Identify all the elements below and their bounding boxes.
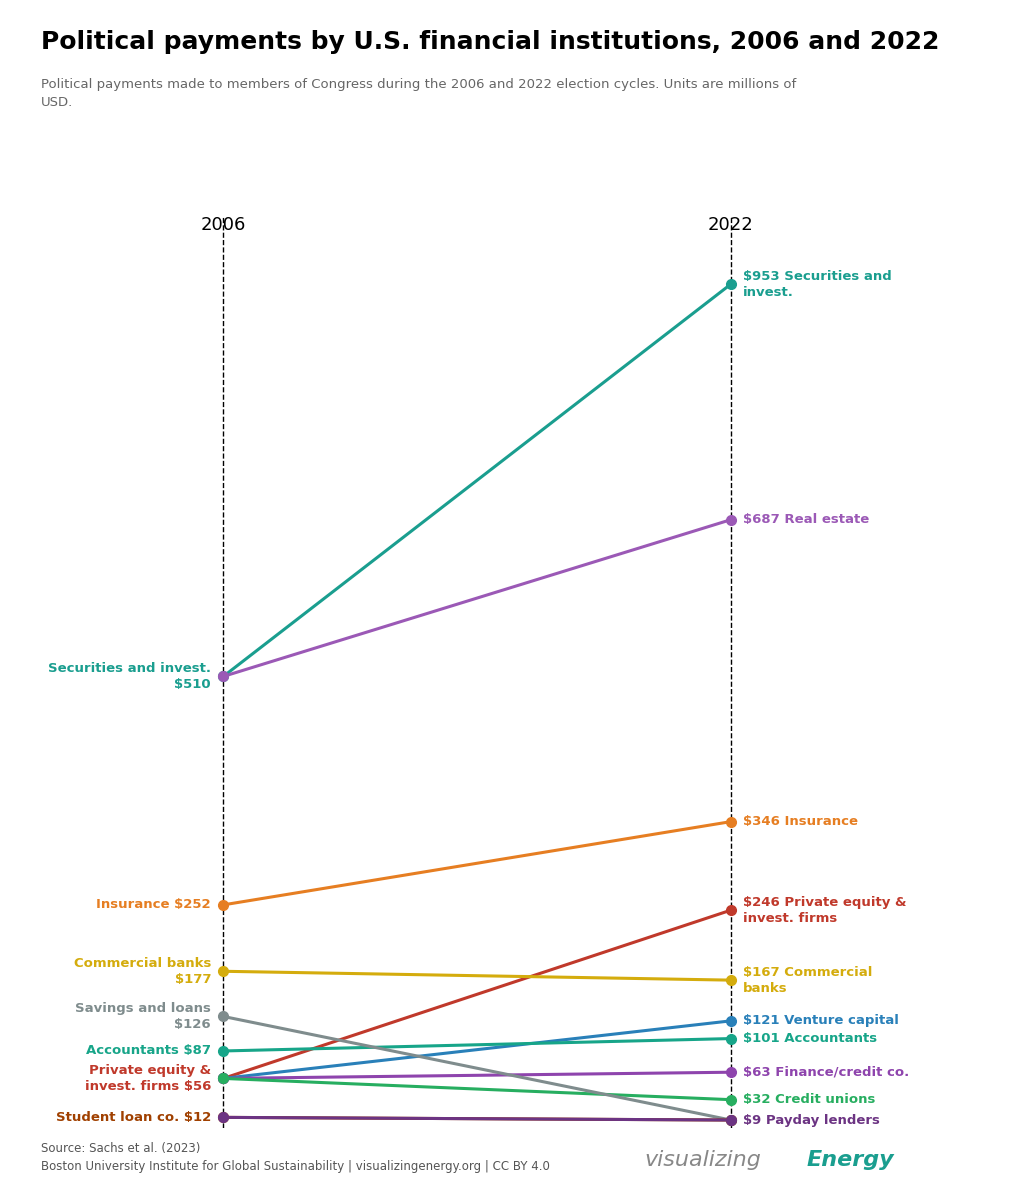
Text: Insurance $252: Insurance $252 xyxy=(96,899,211,911)
Text: $9 Payday lenders: $9 Payday lenders xyxy=(743,1114,880,1127)
Text: $101 Accountants: $101 Accountants xyxy=(743,1032,877,1045)
Text: $687 Real estate: $687 Real estate xyxy=(743,514,869,527)
Text: Securities and invest.
$510: Securities and invest. $510 xyxy=(48,662,211,691)
Text: Political payments by U.S. financial institutions, 2006 and 2022: Political payments by U.S. financial ins… xyxy=(41,30,939,54)
Text: visualizing: visualizing xyxy=(645,1150,761,1170)
Text: Source: Sachs et al. (2023)
Boston University Institute for Global Sustainabilit: Source: Sachs et al. (2023) Boston Unive… xyxy=(41,1142,549,1174)
Text: 2022: 2022 xyxy=(707,216,754,234)
Text: Accountants $87: Accountants $87 xyxy=(86,1044,211,1057)
Text: $953 Securities and
invest.: $953 Securities and invest. xyxy=(743,270,892,299)
Text: Energy: Energy xyxy=(807,1150,894,1170)
Text: Political payments made to members of Congress during the 2006 and 2022 election: Political payments made to members of Co… xyxy=(41,78,796,109)
Text: $121 Venture capital: $121 Venture capital xyxy=(743,1014,899,1027)
Text: Private equity &
invest. firms $56: Private equity & invest. firms $56 xyxy=(84,1064,211,1093)
Text: Savings and loans
$126: Savings and loans $126 xyxy=(75,1002,211,1031)
Text: $246 Private equity &
invest. firms: $246 Private equity & invest. firms xyxy=(743,895,906,925)
Text: Commercial banks
$177: Commercial banks $177 xyxy=(74,956,211,985)
Text: Student loan co. $12: Student loan co. $12 xyxy=(56,1111,211,1124)
Text: $32 Credit unions: $32 Credit unions xyxy=(743,1093,875,1106)
Text: $63 Finance/credit co.: $63 Finance/credit co. xyxy=(743,1066,909,1079)
Text: 2006: 2006 xyxy=(201,216,246,234)
Text: $167 Commercial
banks: $167 Commercial banks xyxy=(743,966,872,995)
Text: $346 Insurance: $346 Insurance xyxy=(743,815,858,828)
